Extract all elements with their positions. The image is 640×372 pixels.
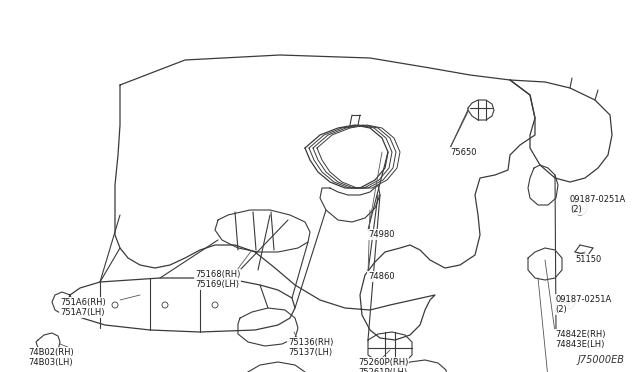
Text: 75260P(RH)
75261P(LH): 75260P(RH) 75261P(LH) [358, 358, 408, 372]
Text: 74860: 74860 [368, 272, 395, 281]
Text: 75168(RH)
75169(LH): 75168(RH) 75169(LH) [195, 270, 241, 289]
Text: 75136(RH)
75137(LH): 75136(RH) 75137(LH) [288, 338, 333, 357]
Text: 74B02(RH)
74B03(LH): 74B02(RH) 74B03(LH) [28, 348, 74, 368]
Text: 751A6(RH)
751A7(LH): 751A6(RH) 751A7(LH) [60, 298, 106, 317]
Text: 09187-0251A
(2): 09187-0251A (2) [555, 295, 611, 314]
Text: 74980: 74980 [368, 230, 394, 239]
Text: 09187-0251A
(2): 09187-0251A (2) [570, 195, 627, 214]
Text: J75000EB: J75000EB [578, 355, 625, 365]
Text: 74842E(RH)
74843E(LH): 74842E(RH) 74843E(LH) [555, 330, 605, 349]
Text: 75650: 75650 [450, 148, 477, 157]
Text: 51150: 51150 [575, 255, 601, 264]
